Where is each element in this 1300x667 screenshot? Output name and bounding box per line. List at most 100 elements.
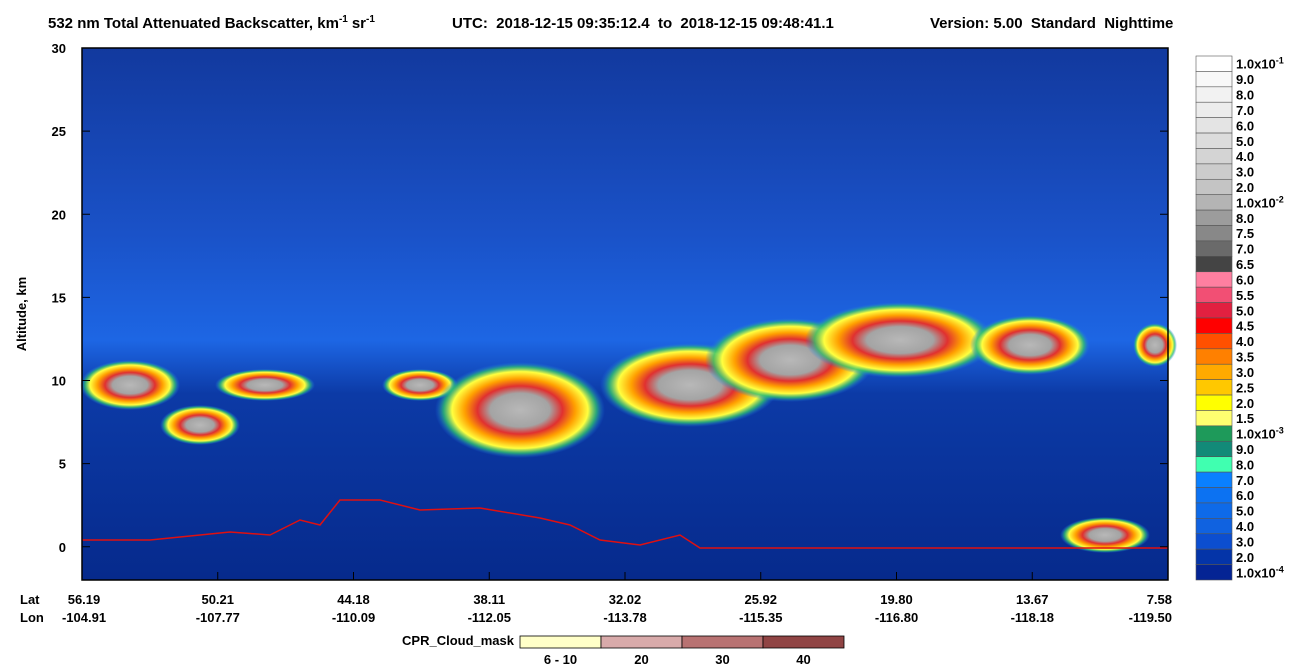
colorbar-label-text: 7.0 (1236, 473, 1254, 488)
colorbar-label: 4.0 (1236, 149, 1254, 164)
y-tick-label: 10 (52, 374, 66, 389)
colorbar-label: 9.0 (1236, 72, 1254, 87)
colorbar-label-text: 5.0 (1236, 504, 1254, 519)
colorbar-cell (1195, 348, 1233, 365)
y-tick-label: 0 (59, 540, 66, 555)
x-row-label: Lon (20, 610, 44, 625)
version: Version: 5.00 Standard Nighttime (930, 15, 1173, 32)
lat-label: 13.67 (1016, 592, 1049, 607)
colorbar-label-text: 3.0 (1236, 165, 1254, 180)
colorbar-cell (1195, 148, 1233, 165)
colorbar-cell (1195, 333, 1233, 350)
colorbar-label: 6.5 (1236, 257, 1254, 272)
colorbar-label-text: 6.0 (1236, 118, 1254, 133)
colorbar-cell (1195, 502, 1233, 519)
y-tick-label: 20 (52, 207, 66, 222)
colorbar-label: 2.0 (1236, 180, 1254, 195)
lat-label: 32.02 (609, 592, 642, 607)
colorbar-label-text: 1.0x10 (1236, 427, 1276, 442)
y-tick-label: 30 (52, 41, 66, 56)
colorbar-label-text: 2.0 (1236, 396, 1254, 411)
colorbar-cell (1195, 302, 1233, 319)
colorbar-cell (1195, 55, 1233, 72)
colorbar-cell (1195, 101, 1233, 118)
lat-label: 44.18 (337, 592, 370, 607)
lon-label: -119.50 (1129, 610, 1172, 625)
colorbar-cell (1195, 363, 1233, 380)
colorbar-cell (1195, 456, 1233, 473)
colorbar-cell (1195, 317, 1233, 334)
chart-title: 532 nm Total Attenuated Backscatter, km-… (48, 14, 375, 32)
colorbar-label-text: 8.0 (1236, 211, 1254, 226)
colorbar-label-exponent: -2 (1276, 194, 1284, 204)
colorbar-label-text: 1.0x10 (1236, 195, 1276, 210)
title-exponent: -1 (339, 14, 348, 25)
colorbar-label-exponent: -3 (1276, 426, 1284, 436)
legend-label: 6 - 10 (544, 652, 577, 667)
colorbar-cell (1195, 410, 1233, 427)
colorbar-label: 1.0x10-3 (1236, 426, 1284, 442)
lon-label: -104.91 (62, 610, 106, 625)
lon-label: -118.18 (1011, 610, 1054, 625)
y-tick-label: 15 (52, 290, 66, 305)
colorbar-label-text: 3.0 (1236, 534, 1254, 549)
colorbar-label: 2.5 (1236, 380, 1254, 395)
colorbar-label: 1.0x10-4 (1236, 564, 1284, 580)
lat-label: 7.58 (1147, 592, 1172, 607)
lat-label: 19.80 (880, 592, 913, 607)
colorbar-label-text: 3.0 (1236, 365, 1254, 380)
colorbar-cell (1195, 533, 1233, 550)
colorbar-cell (1195, 440, 1233, 458)
colorbar-label: 6.0 (1236, 488, 1254, 503)
title-text: 532 nm Total Attenuated Backscatter, km (48, 15, 339, 32)
colorbar-cell (1195, 178, 1233, 196)
colorbar-cell (1195, 518, 1233, 535)
colorbar-label: 2.0 (1236, 396, 1254, 411)
backscatter-image (80, 48, 1177, 580)
colorbar-cell (1195, 425, 1233, 442)
colorbar-label-text: 8.0 (1236, 88, 1254, 103)
colorbar-cell (1195, 86, 1233, 103)
colorbar-label-text: 4.0 (1236, 334, 1254, 349)
colorbar-label-text: 4.0 (1236, 149, 1254, 164)
colorbar-cell (1195, 471, 1233, 488)
colorbar-label-text: 9.0 (1236, 442, 1254, 457)
colorbar-cell (1195, 548, 1233, 565)
colorbar-cell (1195, 225, 1233, 242)
colorbar-cell (1195, 209, 1233, 226)
colorbar-label-text: 8.0 (1236, 457, 1254, 472)
colorbar-label: 5.0 (1236, 303, 1254, 318)
colorbar-cell (1195, 379, 1233, 396)
colorbar-cell (1195, 163, 1233, 180)
cloud-mask-legend: CPR_Cloud_mask 6 - 10 20 30 40 (402, 633, 845, 667)
colorbar-label-text: 3.5 (1236, 350, 1254, 365)
colorbar-label-text: 4.0 (1236, 519, 1254, 534)
y-tick-label: 5 (59, 457, 66, 472)
colorbar-label-text: 1.0x10 (1236, 565, 1276, 580)
colorbar-cell (1195, 271, 1233, 288)
colorbar-label-text: 9.0 (1236, 72, 1254, 87)
colorbar-label-text: 2.0 (1236, 550, 1254, 565)
lon-label: -107.77 (196, 610, 240, 625)
lon-label: -113.78 (603, 610, 646, 625)
colorbar-label: 5.0 (1236, 134, 1254, 149)
colorbar-label: 7.0 (1236, 103, 1254, 118)
colorbar-label: 4.0 (1236, 334, 1254, 349)
colorbar-cell (1195, 256, 1233, 273)
legend-swatch (762, 635, 845, 649)
colorbar-label: 1.0x10-2 (1236, 194, 1284, 210)
y-axis-label: Altitude, km (14, 277, 29, 351)
legend-swatch (600, 635, 683, 649)
colorbar-label-text: 6.0 (1236, 272, 1254, 287)
colorbar-label: 2.0 (1236, 550, 1254, 565)
lon-label: -112.05 (468, 610, 511, 625)
legend-swatch (681, 635, 764, 649)
lat-label: 56.19 (68, 592, 101, 607)
colorbar-label: 3.0 (1236, 534, 1254, 549)
colorbar-label-text: 5.0 (1236, 134, 1254, 149)
lat-label: 38.11 (473, 592, 505, 607)
colorbar-label-text: 4.5 (1236, 319, 1254, 334)
colorbar-label: 1.5 (1236, 411, 1254, 426)
lat-label: 50.21 (201, 592, 234, 607)
